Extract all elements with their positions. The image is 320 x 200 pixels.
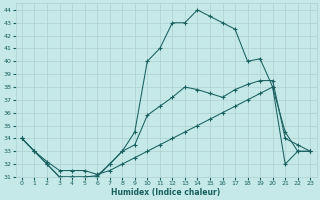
X-axis label: Humidex (Indice chaleur): Humidex (Indice chaleur) <box>111 188 221 197</box>
